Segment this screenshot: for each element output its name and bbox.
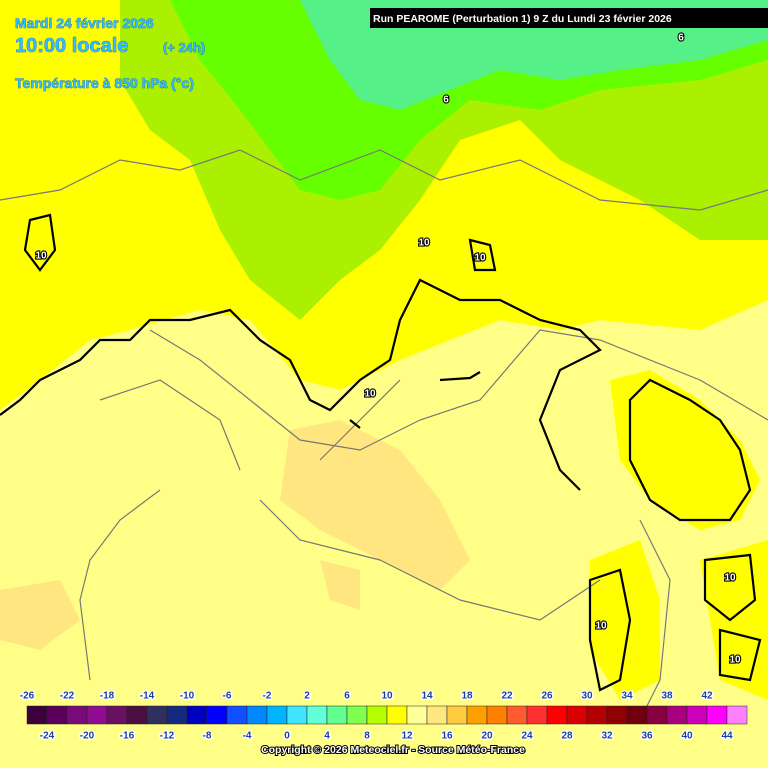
legend-label: 40 xyxy=(681,731,693,742)
legend-swatch xyxy=(86,705,108,725)
time: 10:00 locale xyxy=(15,35,128,57)
legend-label: 24 xyxy=(521,731,533,742)
variable: Température à 850 hPa (°c) xyxy=(15,75,194,91)
legend-swatch xyxy=(546,705,568,725)
legend-swatch xyxy=(426,705,448,725)
legend-label: 8 xyxy=(364,731,370,742)
legend-label: -16 xyxy=(120,731,135,742)
legend-swatch xyxy=(626,705,648,725)
legend-swatch xyxy=(646,705,668,725)
legend-label: 26 xyxy=(541,691,553,702)
run-bar xyxy=(370,8,768,28)
legend-swatch xyxy=(586,705,608,725)
legend-label: -4 xyxy=(243,731,252,742)
legend-label: 18 xyxy=(461,691,473,702)
legend-swatch xyxy=(66,705,88,725)
contour-label: 10 xyxy=(595,621,607,632)
legend-label: -26 xyxy=(20,691,35,702)
legend-swatch xyxy=(486,705,508,725)
legend-swatch xyxy=(366,705,388,725)
legend-swatch xyxy=(306,705,328,725)
legend-swatch xyxy=(186,705,208,725)
legend-label: -12 xyxy=(160,731,175,742)
legend-label: -10 xyxy=(180,691,195,702)
legend-label: 2 xyxy=(304,691,310,702)
legend-swatch xyxy=(46,705,68,725)
legend-label: -22 xyxy=(60,691,75,702)
legend-swatch xyxy=(226,705,248,725)
legend-label: -8 xyxy=(203,731,212,742)
legend-label: -24 xyxy=(40,731,55,742)
legend-label: -2 xyxy=(263,691,272,702)
contour-label: 10 xyxy=(418,238,430,249)
legend-label: 4 xyxy=(324,731,330,742)
legend-label: 14 xyxy=(421,691,433,702)
legend-swatch xyxy=(406,705,428,725)
legend-swatch xyxy=(246,705,268,725)
legend-label: -18 xyxy=(100,691,115,702)
legend-label: 6 xyxy=(344,691,350,702)
legend-label: 22 xyxy=(501,691,513,702)
contour-label: 10 xyxy=(729,655,741,666)
legend-swatch xyxy=(266,705,288,725)
yellow-field xyxy=(610,370,760,530)
legend-swatch xyxy=(346,705,368,725)
legend-swatch xyxy=(606,705,628,725)
legend-label: -6 xyxy=(223,691,232,702)
lead: (+ 24h) xyxy=(163,40,205,55)
legend-swatch xyxy=(106,705,128,725)
run-info: Run PEAROME (Perturbation 1) 9 Z du Lund… xyxy=(373,13,672,25)
legend-label: 34 xyxy=(621,691,633,702)
legend-swatch xyxy=(386,705,408,725)
legend-swatch xyxy=(666,705,688,725)
legend-swatch xyxy=(566,705,588,725)
legend-swatch xyxy=(466,705,488,725)
legend-label: 12 xyxy=(401,731,413,742)
legend-label: 44 xyxy=(721,731,733,742)
legend-label: -14 xyxy=(140,691,155,702)
yellow-field xyxy=(590,540,768,700)
legend-swatch xyxy=(166,705,188,725)
legend-swatch xyxy=(506,705,528,725)
legend-label: 38 xyxy=(661,691,673,702)
legend-label: 20 xyxy=(481,731,493,742)
contour-label: 6 xyxy=(443,95,449,106)
legend-swatch xyxy=(446,705,468,725)
warm-patch xyxy=(280,420,470,590)
legend-swatch xyxy=(286,705,308,725)
legend-label: 30 xyxy=(581,691,593,702)
legend-swatch xyxy=(526,705,548,725)
contour-label: 6 xyxy=(678,33,684,44)
legend-swatch xyxy=(126,705,148,725)
legend-label: -20 xyxy=(80,731,95,742)
legend-label: 32 xyxy=(601,731,613,742)
contour-label: 10 xyxy=(364,389,376,400)
legend-label: 28 xyxy=(561,731,573,742)
legend-swatch xyxy=(686,705,708,725)
legend-swatch xyxy=(726,705,748,725)
legend-swatch xyxy=(706,705,728,725)
legend-label: 0 xyxy=(284,731,290,742)
legend-label: 42 xyxy=(701,691,713,702)
legend-label: 10 xyxy=(381,691,393,702)
warm-patch xyxy=(0,560,360,650)
contour-label: 10 xyxy=(724,573,736,584)
legend-swatch xyxy=(146,705,168,725)
date: Mardi 24 février 2026 xyxy=(15,15,154,31)
contour-label: 10 xyxy=(35,251,47,262)
legend-swatch xyxy=(206,705,228,725)
legend-swatch xyxy=(326,705,348,725)
legend-swatch xyxy=(26,705,48,725)
legend-label: 16 xyxy=(441,731,453,742)
legend-label: 36 xyxy=(641,731,653,742)
borders xyxy=(0,149,768,721)
contour-line xyxy=(0,213,762,692)
copyright: Copyright © 2026 Meteociel.fr - Source M… xyxy=(261,744,525,756)
contour-label: 10 xyxy=(474,253,486,264)
